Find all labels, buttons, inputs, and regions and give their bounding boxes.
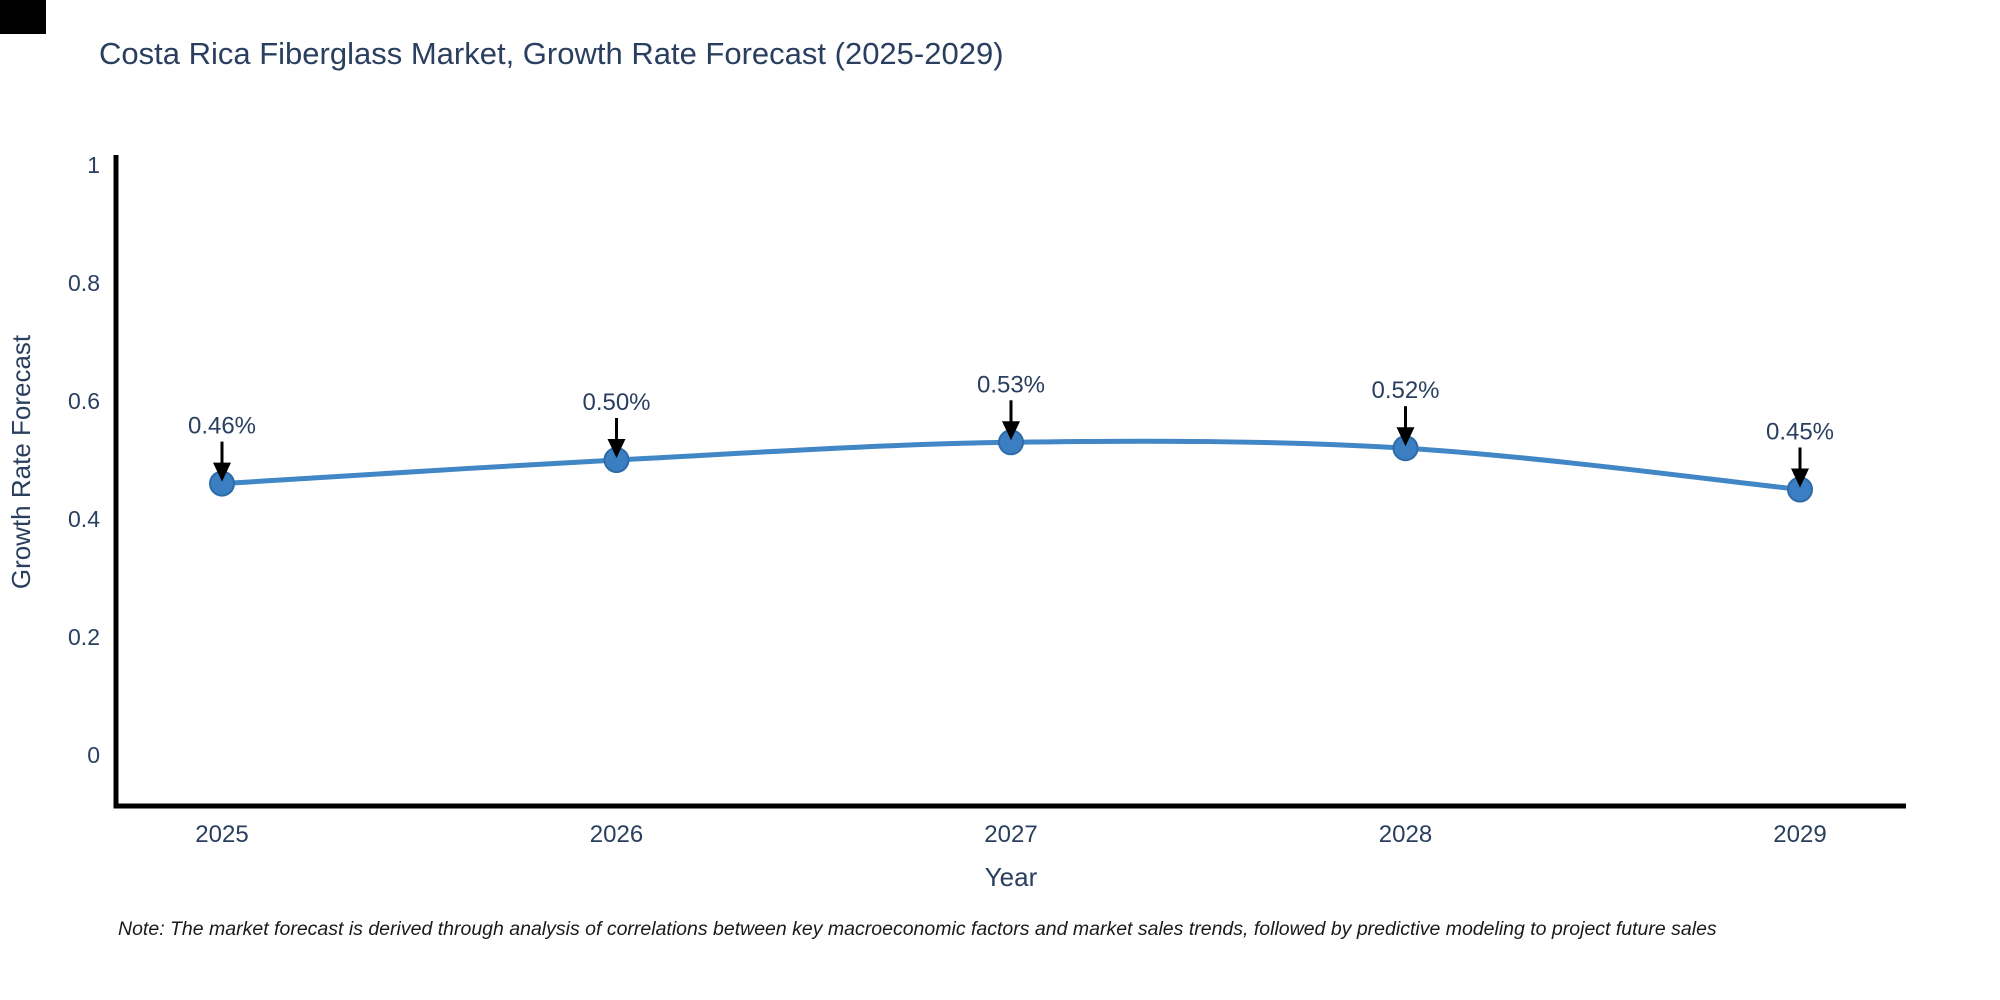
x-tick-label: 2028 bbox=[1379, 821, 1432, 848]
annotation-arrowhead bbox=[213, 462, 231, 482]
y-tick-label: 0.4 bbox=[68, 506, 100, 532]
y-tick-label: 0.2 bbox=[68, 624, 100, 650]
annotation-arrowhead bbox=[1396, 427, 1415, 447]
annotation-label: 0.46% bbox=[188, 413, 256, 440]
chart-title: Costa Rica Fiberglass Market, Growth Rat… bbox=[99, 36, 1004, 71]
x-tick-label: 2026 bbox=[590, 821, 643, 848]
corner-artifact bbox=[0, 0, 46, 34]
annotation-label: 0.52% bbox=[1371, 377, 1439, 404]
x-tick-label: 2025 bbox=[195, 821, 248, 848]
y-axis-title: Growth Rate Forecast bbox=[6, 334, 36, 589]
x-axis-title: Year bbox=[985, 862, 1038, 892]
footnote: Note: The market forecast is derived thr… bbox=[118, 918, 1717, 940]
annotation-arrowhead bbox=[607, 439, 626, 458]
annotation-arrowhead bbox=[1791, 468, 1809, 488]
annotation-arrowhead bbox=[1002, 421, 1020, 441]
y-tick-label: 0.6 bbox=[68, 388, 100, 414]
annotation-label: 0.50% bbox=[582, 389, 650, 416]
y-tick-label: 0 bbox=[87, 742, 100, 768]
y-tick-label: 0.8 bbox=[68, 270, 100, 296]
x-tick-label: 2027 bbox=[984, 821, 1037, 848]
annotation-label: 0.45% bbox=[1766, 419, 1834, 446]
y-tick-label: 1 bbox=[87, 152, 100, 178]
annotation-label: 0.53% bbox=[977, 371, 1045, 398]
x-tick-label: 2029 bbox=[1773, 821, 1826, 848]
